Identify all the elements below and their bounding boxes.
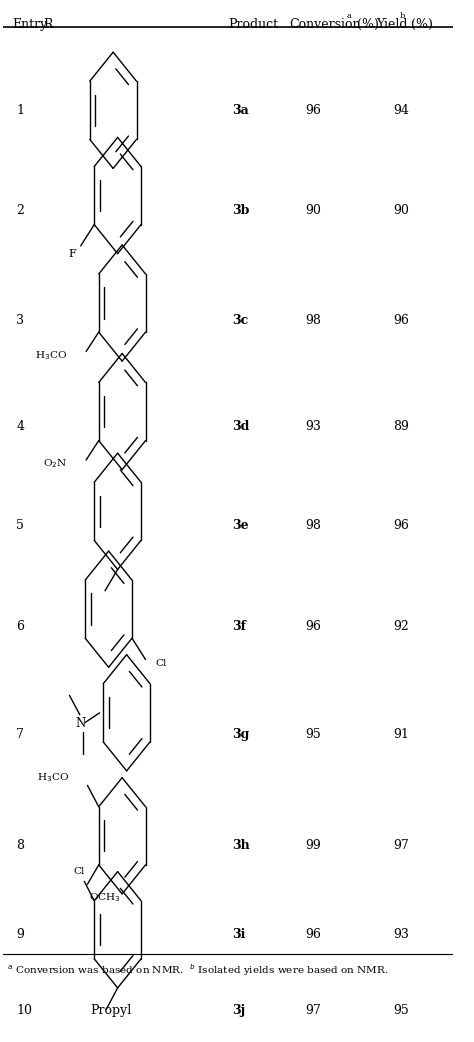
Text: b: b <box>400 13 405 21</box>
Text: 1: 1 <box>16 104 24 117</box>
Text: 10: 10 <box>16 1003 32 1017</box>
Text: 3j: 3j <box>232 1003 246 1017</box>
Text: 5: 5 <box>16 519 24 532</box>
Text: 91: 91 <box>393 727 409 741</box>
Text: 95: 95 <box>393 1003 409 1017</box>
Text: H$_3$CO: H$_3$CO <box>37 771 70 784</box>
Text: 96: 96 <box>393 314 409 327</box>
Text: 98: 98 <box>306 314 321 327</box>
Text: 96: 96 <box>306 104 321 117</box>
Text: 6: 6 <box>16 620 24 634</box>
Text: 3: 3 <box>16 314 24 327</box>
Text: R: R <box>43 19 53 31</box>
Text: Propyl: Propyl <box>90 1003 131 1017</box>
Text: 90: 90 <box>393 203 409 217</box>
Text: 3e: 3e <box>232 519 249 532</box>
Text: 92: 92 <box>393 620 409 634</box>
Text: 90: 90 <box>306 203 321 217</box>
Text: 3g: 3g <box>232 727 250 741</box>
Text: 99: 99 <box>306 839 321 852</box>
Text: 98: 98 <box>306 519 321 532</box>
Text: Entry: Entry <box>12 19 47 31</box>
Text: $^{a}$ Conversion was based on NMR.  $^{b}$ Isolated yields were based on NMR.: $^{a}$ Conversion was based on NMR. $^{b… <box>7 962 389 977</box>
Text: Cl: Cl <box>155 659 167 668</box>
Text: OCH$_3$: OCH$_3$ <box>89 891 120 904</box>
Text: Cl: Cl <box>73 867 84 876</box>
Text: 2: 2 <box>16 203 24 217</box>
Text: 97: 97 <box>393 839 409 852</box>
Text: H$_3$CO: H$_3$CO <box>35 349 67 362</box>
Text: 3d: 3d <box>232 420 250 432</box>
Text: 4: 4 <box>16 420 24 432</box>
Text: Yield: Yield <box>376 19 408 31</box>
Text: 94: 94 <box>393 104 409 117</box>
Text: 8: 8 <box>16 839 24 852</box>
Text: Product: Product <box>228 19 278 31</box>
Text: 7: 7 <box>16 727 24 741</box>
Text: 3f: 3f <box>232 620 246 634</box>
Text: (%): (%) <box>353 19 379 31</box>
Text: 3i: 3i <box>232 928 246 941</box>
Text: 97: 97 <box>306 1003 321 1017</box>
Text: a: a <box>346 13 351 21</box>
Text: 3c: 3c <box>232 314 249 327</box>
Text: 9: 9 <box>16 928 24 941</box>
Text: 3h: 3h <box>232 839 250 852</box>
Text: 93: 93 <box>306 420 321 432</box>
Text: N: N <box>75 717 86 730</box>
Text: Conversion: Conversion <box>289 19 360 31</box>
Text: 96: 96 <box>306 620 321 634</box>
Text: 89: 89 <box>393 420 409 432</box>
Text: 3a: 3a <box>232 104 249 117</box>
Text: 95: 95 <box>306 727 321 741</box>
Text: 96: 96 <box>393 519 409 532</box>
Text: (%): (%) <box>407 19 433 31</box>
Text: O$_2$N: O$_2$N <box>43 457 67 470</box>
Text: F: F <box>69 249 76 258</box>
Text: 93: 93 <box>393 928 409 941</box>
Text: 3b: 3b <box>232 203 250 217</box>
Text: 96: 96 <box>306 928 321 941</box>
